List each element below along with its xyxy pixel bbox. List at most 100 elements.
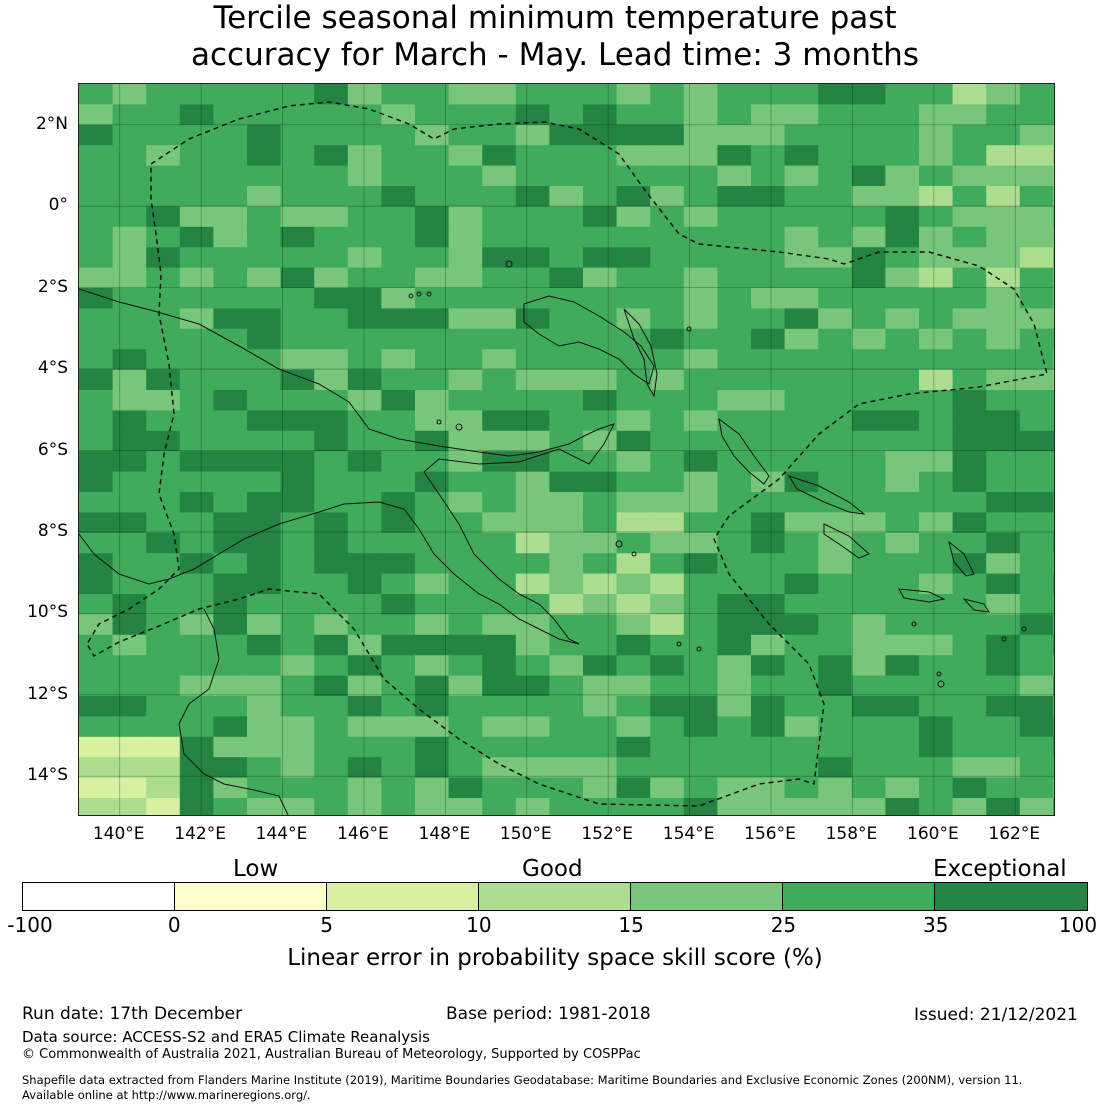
- skill-cell: [482, 328, 517, 350]
- skill-cell: [549, 84, 584, 105]
- skill-cell: [482, 104, 517, 126]
- skill-cell: [482, 696, 517, 717]
- longitude-label: 154°E: [662, 824, 715, 844]
- skill-cell: [650, 186, 685, 207]
- skill-cell: [683, 594, 718, 615]
- skill-cell: [247, 390, 282, 411]
- skill-cell: [683, 308, 718, 330]
- skill-cell: [751, 308, 786, 330]
- skill-cell: [717, 206, 752, 228]
- skill-cell: [986, 288, 1021, 309]
- skill-cell: [213, 553, 248, 575]
- skill-cell: [851, 532, 886, 554]
- skill-cell: [415, 471, 450, 493]
- skill-cell: [616, 614, 651, 636]
- skill-cell: [818, 369, 853, 391]
- skill-cell: [415, 145, 450, 167]
- skill-cell: [1053, 226, 1054, 248]
- skill-cell: [952, 798, 987, 815]
- skill-cell: [919, 186, 954, 207]
- skill-cell: [448, 634, 483, 656]
- skill-cell: [683, 104, 718, 126]
- skill-cell: [347, 798, 382, 815]
- skill-cell: [986, 471, 1021, 493]
- skill-cell: [1019, 145, 1054, 167]
- skill-cell: [314, 267, 349, 289]
- skill-cell: [314, 736, 349, 758]
- skill-cell: [549, 736, 584, 758]
- skill-cell: [683, 492, 718, 513]
- skill-cell: [952, 696, 987, 717]
- skill-cell: [381, 675, 416, 697]
- skill-cell: [482, 471, 517, 493]
- skill-cell: [146, 410, 181, 432]
- skill-cell: [314, 798, 349, 815]
- skill-cell: [583, 594, 618, 615]
- skill-cell: [179, 798, 214, 815]
- skill-cell: [751, 573, 786, 595]
- skill-cell: [784, 471, 819, 493]
- skill-cell: [583, 614, 618, 636]
- skill-cell: [1019, 512, 1054, 534]
- skill-cell: [885, 614, 920, 636]
- skill-cell: [515, 104, 550, 126]
- skill-cell: [751, 634, 786, 656]
- skill-cell: [885, 675, 920, 697]
- skill-cell: [381, 614, 416, 636]
- skill-cell: [616, 84, 651, 105]
- skill-cell: [213, 614, 248, 636]
- skill-cell: [381, 308, 416, 330]
- solomon-islands-coastline: [787, 475, 866, 515]
- skill-cell: [179, 186, 214, 207]
- skill-cell: [515, 553, 550, 575]
- map-panel[interactable]: [78, 83, 1055, 816]
- skill-cell: [280, 369, 315, 391]
- skill-cell: [213, 165, 248, 187]
- skill-cell: [1019, 84, 1054, 105]
- skill-cell: [179, 247, 214, 269]
- skill-cell: [616, 716, 651, 738]
- skill-cell: [851, 104, 886, 126]
- skill-cell: [986, 267, 1021, 289]
- skill-cell: [549, 104, 584, 126]
- skill-cell: [79, 573, 114, 595]
- map-title-line-1: Tercile seasonal minimum temperature pas…: [213, 0, 897, 36]
- skill-cell: [683, 84, 718, 105]
- skill-cell: [616, 757, 651, 779]
- skill-cell: [415, 186, 450, 207]
- skill-cell: [650, 308, 685, 330]
- skill-cell: [314, 247, 349, 269]
- skill-cell: [482, 736, 517, 758]
- skill-cell: [952, 716, 987, 738]
- skill-cell: [851, 594, 886, 615]
- skill-cell: [717, 104, 752, 126]
- skill-cell: [247, 267, 282, 289]
- skill-cell: [515, 430, 550, 452]
- skill-cell: [919, 328, 954, 350]
- skill-cell: [381, 328, 416, 350]
- skill-cell: [280, 675, 315, 697]
- skill-cell: [986, 532, 1021, 554]
- skill-cell: [179, 267, 214, 289]
- skill-cell: [1053, 451, 1054, 473]
- skill-cell: [1019, 390, 1054, 411]
- skill-cell: [314, 777, 349, 799]
- skill-cell: [448, 206, 483, 228]
- skill-cell: [851, 492, 886, 513]
- skill-cell: [314, 328, 349, 350]
- skill-cell: [247, 104, 282, 126]
- skill-cell: [919, 675, 954, 697]
- skill-cell: [79, 777, 114, 799]
- skill-cell: [280, 512, 315, 534]
- legend-category-good: Good: [522, 856, 583, 882]
- skill-cell: [751, 104, 786, 126]
- latitude-label: 12°S: [27, 683, 68, 704]
- skill-cell: [213, 410, 248, 432]
- skill-cell: [179, 614, 214, 636]
- skill-cell: [112, 267, 147, 289]
- skill-cell: [179, 675, 214, 697]
- skill-cell: [919, 165, 954, 187]
- skill-cell: [885, 532, 920, 554]
- skill-cell: [1019, 675, 1054, 697]
- skill-cell: [1053, 186, 1054, 207]
